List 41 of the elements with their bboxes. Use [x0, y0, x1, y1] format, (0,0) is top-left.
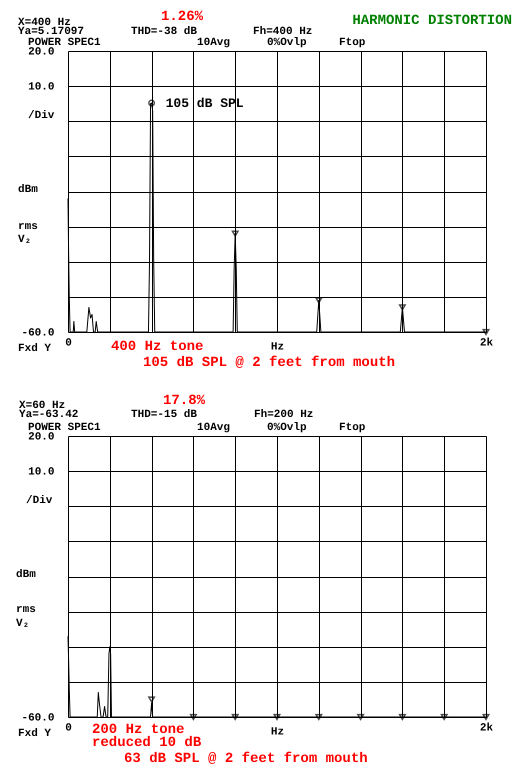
text: /Div [28, 110, 55, 122]
chart-title: HARMONIC DISTORTION [352, 13, 512, 29]
text: reduced 10 dB [92, 735, 202, 751]
text: 0%Ovlp [267, 422, 308, 434]
text: Ftop [339, 422, 366, 434]
text: dBm [18, 184, 38, 196]
text: 0%Ovlp [267, 37, 308, 49]
x-axis-title: Hz [270, 342, 284, 354]
text: V₂ [18, 234, 32, 246]
text: 1.26% [161, 9, 204, 25]
y-tick-label: 10.0 [28, 82, 54, 94]
text: V₂ [16, 618, 30, 630]
text: THD=-38 dB [131, 26, 198, 38]
x-tick-label: 2k [480, 722, 494, 734]
text: Fxd Y [18, 343, 52, 355]
text: Ftop [339, 37, 366, 49]
text: Ya=5.17097 [18, 26, 84, 38]
y-tick-label: 10.0 [28, 466, 54, 479]
text: 10Avg [197, 37, 230, 49]
text: rms [18, 221, 38, 233]
text: Fh=400 Hz [253, 26, 312, 38]
text: Fh=200 Hz [254, 409, 314, 421]
text: 105 dB SPL @ 2 feet from mouth [143, 355, 396, 371]
text: 17.8% [163, 393, 206, 409]
text: /Div [26, 495, 53, 507]
y-tick-label: 20.0 [28, 46, 54, 58]
x-tick-label: 0 [65, 338, 72, 350]
text: rms [16, 604, 36, 616]
text: 400 Hz tone [111, 339, 204, 355]
text: 63 dB SPL @ 2 feet from mouth [124, 751, 368, 767]
text: Fxd Y [18, 728, 52, 740]
x-tick-label: 2k [480, 338, 494, 350]
y-tick-label: 20.0 [28, 432, 54, 444]
text: THD=-15 dB [131, 409, 198, 421]
text: 10Avg [197, 422, 230, 434]
text: dBm [16, 569, 36, 581]
y-tick-label: -60.0 [21, 328, 54, 340]
y-tick-label: -60.0 [21, 712, 54, 724]
x-tick-label: 0 [65, 722, 72, 734]
text: Ya=-63.42 [19, 409, 78, 421]
x-axis-title: Hz [270, 726, 284, 738]
